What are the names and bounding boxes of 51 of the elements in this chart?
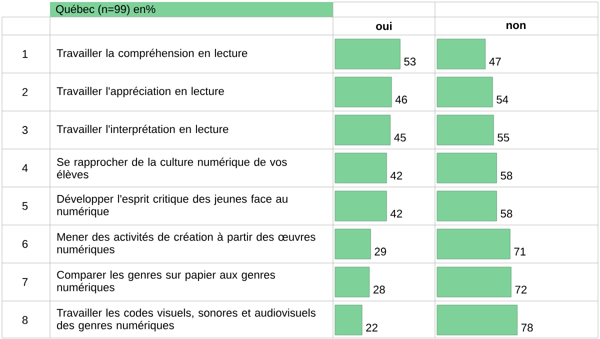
bar xyxy=(334,114,391,146)
data-label: 54 xyxy=(496,96,508,104)
text: 1 xyxy=(22,50,28,58)
bar xyxy=(436,304,518,336)
bar xyxy=(436,266,512,298)
data-label: 72 xyxy=(515,286,527,294)
data-label: 47 xyxy=(489,58,501,66)
text: 4 xyxy=(22,164,28,172)
y-tick-label: Travailler l'appréciation en lecture xyxy=(56,86,224,98)
text: 6 xyxy=(22,240,28,248)
bar xyxy=(334,190,387,222)
data-label: 22 xyxy=(366,324,378,332)
data-label: 29 xyxy=(374,248,386,256)
data-label: 71 xyxy=(514,248,526,256)
bar xyxy=(436,114,494,146)
text: 5 xyxy=(22,202,28,210)
bar xyxy=(436,38,486,70)
chart-title: oui xyxy=(376,22,392,30)
data-label: 58 xyxy=(500,172,512,180)
data-label: 58 xyxy=(500,210,512,218)
data-label: 53 xyxy=(404,58,416,66)
text: 7 xyxy=(22,278,28,286)
bar xyxy=(436,228,510,260)
y-tick-label: Se rapprocher de la culture numérique de vos élèves xyxy=(56,158,287,178)
data-label: 42 xyxy=(390,172,402,180)
y-tick-label: Développer l'esprit critique des jeunes face au numérique xyxy=(57,194,288,218)
data-label: 46 xyxy=(395,96,408,104)
bar xyxy=(334,76,392,108)
chart-title: non xyxy=(506,22,526,30)
text: 2 xyxy=(22,88,28,96)
y-tick-label: Mener des activités de création à partir des œuvres numériques xyxy=(57,232,316,256)
text: Québec (n=99) en% xyxy=(56,4,156,16)
bar xyxy=(436,152,497,184)
y-tick-label: Travailler l'interprétation en lecture xyxy=(56,124,228,136)
bar xyxy=(334,152,387,184)
data-label: 55 xyxy=(498,134,510,142)
y-tick-label: Comparer les genres sur papier aux genres numériques xyxy=(57,270,275,294)
y-tick-label: Travailler la compréhension en lecture xyxy=(56,48,248,60)
data-label: 28 xyxy=(374,286,385,294)
bar xyxy=(436,190,497,222)
bar xyxy=(334,228,371,260)
bar xyxy=(334,266,370,298)
bar xyxy=(436,76,493,108)
text: 8 xyxy=(22,316,28,324)
data-label: 78 xyxy=(521,324,533,332)
data-label: 42 xyxy=(390,210,402,218)
text: 3 xyxy=(22,126,28,134)
data-label: 45 xyxy=(394,134,406,142)
bar xyxy=(334,38,400,70)
bar xyxy=(334,304,362,336)
y-tick-label: Travailler les codes visuels, sonores et audiovisuels des genres numériques xyxy=(56,308,316,332)
